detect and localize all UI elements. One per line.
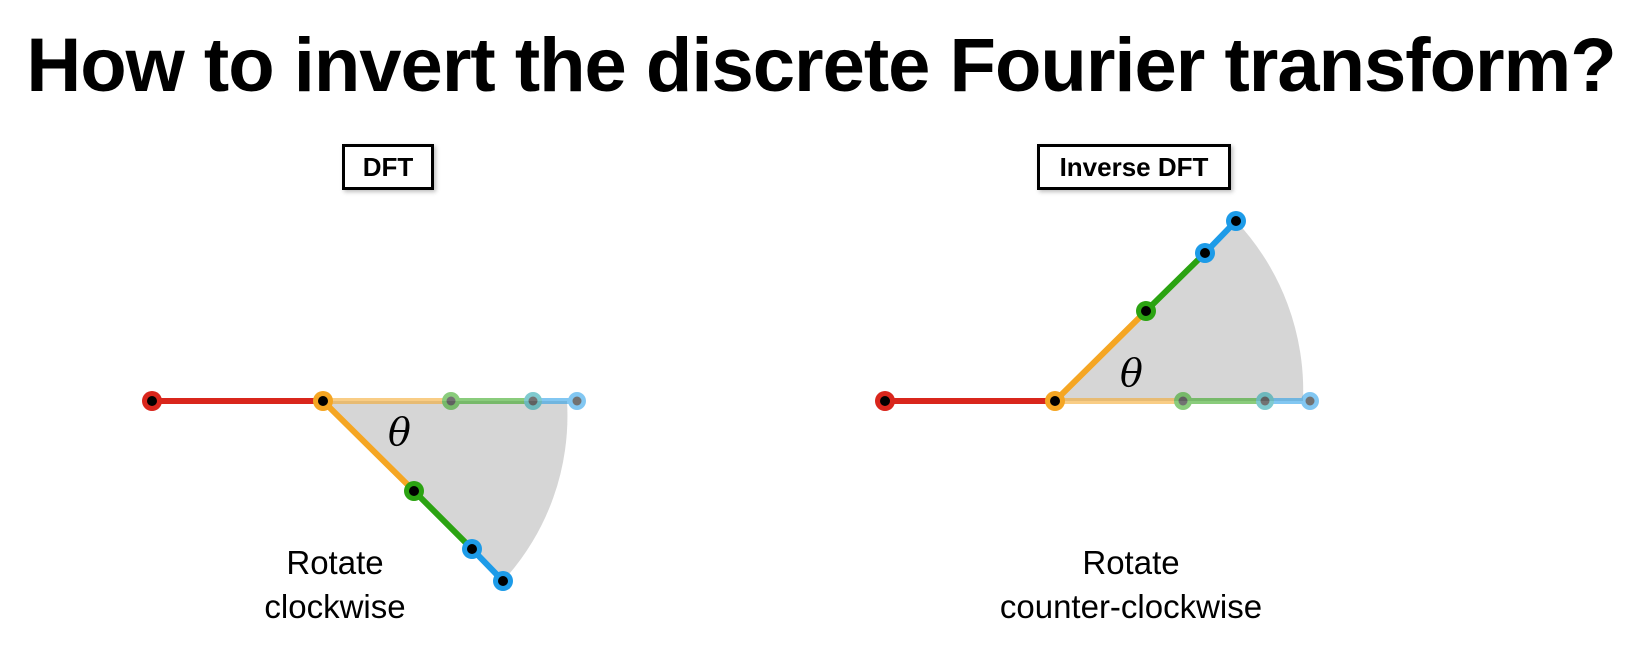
inverse-dft-angle-sector bbox=[1055, 221, 1304, 401]
inverse-dft-ghost-vector-chain bbox=[1052, 392, 1319, 410]
dft-diagram bbox=[142, 391, 586, 591]
inverse-dft-label-box: Inverse DFT bbox=[1037, 144, 1231, 190]
dft-caption: Rotate clockwise bbox=[185, 541, 485, 629]
inverse-dft-caption-line1: Rotate bbox=[1082, 544, 1180, 581]
inverse-dft-angle-theta: θ bbox=[1120, 351, 1143, 395]
dft-green-vector bbox=[411, 488, 475, 552]
inverse-dft-caption-line2: counter-clockwise bbox=[999, 588, 1263, 625]
inverse-dft-caption: Rotate counter-clockwise bbox=[951, 541, 1311, 629]
dft-vector-chain bbox=[142, 391, 513, 591]
slide-title: How to invert the discrete Fourier trans… bbox=[26, 23, 1616, 108]
dft-label-box: DFT bbox=[342, 144, 434, 190]
inverse-dft-diagram bbox=[875, 211, 1319, 411]
dft-caption-line1: Rotate bbox=[286, 544, 384, 581]
dft-angle-sector bbox=[323, 401, 568, 581]
dft-label: DFT bbox=[362, 152, 414, 182]
dft-ghost-vector-chain bbox=[320, 392, 586, 410]
dft-caption-line2: clockwise bbox=[264, 588, 406, 625]
inverse-dft-label: Inverse DFT bbox=[1059, 152, 1209, 182]
inverse-dft-orange-vector bbox=[1052, 308, 1149, 404]
inverse-dft-green-vector bbox=[1143, 250, 1208, 314]
dft-orange-vector bbox=[320, 398, 417, 494]
inverse-dft-vector-chain bbox=[875, 211, 1246, 411]
dft-angle-theta: θ bbox=[388, 410, 411, 454]
